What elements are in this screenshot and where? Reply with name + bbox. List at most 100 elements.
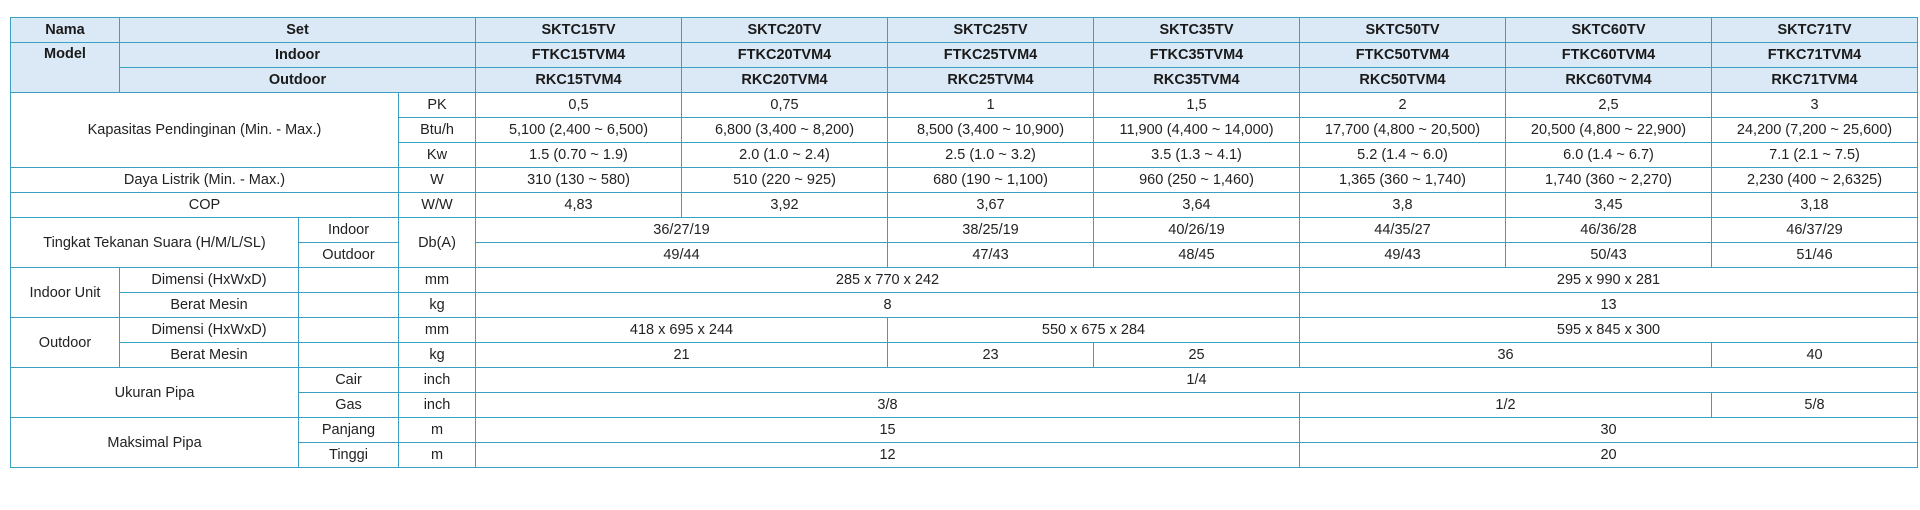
table-cell: Daya Listrik (Min. - Max.) — [10, 167, 399, 193]
table-cell: 510 (220 ~ 925) — [681, 167, 889, 193]
spec-body: Nama Set SKTC15TV SKTC20TV SKTC25TV SKTC35TV S… — [10, 17, 1919, 468]
table-cell: 1/4 — [475, 367, 1919, 393]
table-cell: 20,500 (4,800 ~ 22,900) — [1505, 117, 1713, 143]
table-cell: 12 — [475, 442, 1301, 468]
table-row: Ukuran Pipa Cair inch 1/4 — [10, 367, 1919, 418]
table-cell: 5/8 — [1711, 392, 1919, 418]
header-cell: Model — [10, 42, 120, 93]
table-cell: Tingkat Tekanan Suara (H/M/L/SL) — [10, 217, 299, 268]
header-cell: FTKC60TVM4 — [1505, 42, 1713, 68]
table-cell: 3,64 — [1093, 192, 1301, 218]
table-cell: 285 x 770 x 242 — [475, 267, 1301, 293]
header-cell: Nama — [10, 17, 120, 43]
table-cell: 1.5 (0.70 ~ 1.9) — [475, 142, 683, 168]
table-cell: Kapasitas Pendinginan (Min. - Max.) — [10, 92, 399, 168]
table-cell: W — [397, 167, 477, 193]
table-cell: 38/25/19 — [887, 217, 1095, 243]
table-row: Daya Listrik (Min. - Max.) W 310 (130 ~ 58… — [10, 167, 1919, 193]
header-cell: Indoor — [118, 42, 477, 68]
header-cell: FTKC50TVM4 — [1299, 42, 1507, 68]
table-cell: 51/46 — [1711, 242, 1919, 268]
table-cell: Berat Mesin — [119, 342, 299, 368]
header-cell: SKTC60TV — [1505, 17, 1713, 43]
header-cell: RKC35TVM4 — [1093, 67, 1301, 93]
table-cell: 49/43 — [1299, 242, 1507, 268]
table-cell: inch — [397, 392, 477, 418]
table-cell: Db(A) — [397, 217, 477, 268]
table-cell: 2,230 (400 ~ 2,6325) — [1711, 167, 1919, 193]
table-cell: 418 x 695 x 244 — [475, 317, 889, 343]
table-cell: 36/27/19 — [475, 217, 889, 243]
table-row: Indoor Unit Dimensi (HxWxD) mm 285 x 770 x … — [10, 267, 1919, 318]
table-cell: 15 — [475, 417, 1301, 443]
header-cell: FTKC35TVM4 — [1093, 42, 1301, 68]
table-cell: Dimensi (HxWxD) — [119, 317, 299, 343]
table-cell: kg — [397, 292, 477, 318]
table-cell: m — [397, 442, 477, 468]
table-cell: 3 — [1711, 92, 1919, 118]
table-cell: 1/2 — [1299, 392, 1713, 418]
table-cell: Gas — [298, 392, 399, 418]
table-row: Kapasitas Pendinginan (Min. - Max.) PK 0,5… — [10, 92, 1919, 168]
table-cell: 8 — [475, 292, 1301, 318]
table-cell: 3.5 (1.3 ~ 4.1) — [1093, 142, 1301, 168]
table-cell: Tinggi — [298, 442, 399, 468]
table-row: Tingkat Tekanan Suara (H/M/L/SL) Indoor Db… — [10, 217, 1919, 268]
table-cell: 2 — [1299, 92, 1507, 118]
empty-cell — [298, 342, 399, 368]
header-cell: SKTC15TV — [475, 17, 683, 43]
table-row: Outdoor RKC15TVM4 RKC20TVM4 RKC25TVM4 RKC35T… — [11, 67, 1919, 93]
table-row: Kw 1.5 (0.70 ~ 1.9) 2.0 (1.0 ~ 2.4) 2.5 (1.… — [11, 142, 1919, 168]
header-cell: RKC20TVM4 — [681, 67, 889, 93]
spec-table: Nama Set SKTC15TV SKTC20TV SKTC25TV SKTC35TV S… — [10, 17, 1919, 468]
table-row: Outdoor 49/44 47/43 48/45 49/43 50/43 51/46 — [11, 242, 1919, 268]
table-cell: 17,700 (4,800 ~ 20,500) — [1299, 117, 1507, 143]
table-cell: 4,83 — [475, 192, 683, 218]
header-cell: RKC25TVM4 — [887, 67, 1095, 93]
header-cell: SKTC35TV — [1093, 17, 1301, 43]
table-cell: 8,500 (3,400 ~ 10,900) — [887, 117, 1095, 143]
table-cell: Panjang — [298, 417, 399, 443]
table-cell: 1,5 — [1093, 92, 1301, 118]
table-cell: 24,200 (7,200 ~ 25,600) — [1711, 117, 1919, 143]
table-cell: 3,67 — [887, 192, 1095, 218]
table-cell: 47/43 — [887, 242, 1095, 268]
table-row: Outdoor Dimensi (HxWxD) mm 418 x 695 x 244 5… — [10, 317, 1919, 368]
table-cell: Indoor — [298, 217, 399, 243]
table-cell: 7.1 (2.1 ~ 7.5) — [1711, 142, 1919, 168]
table-row: Berat Mesin kg 8 13 — [11, 292, 1919, 318]
empty-cell — [298, 267, 399, 293]
table-cell: 2.5 (1.0 ~ 3.2) — [887, 142, 1095, 168]
table-cell: 13 — [1299, 292, 1919, 318]
table-cell: 3,8 — [1299, 192, 1507, 218]
table-cell: 40 — [1711, 342, 1919, 368]
table-cell: 0,5 — [475, 92, 683, 118]
table-cell: 5.2 (1.4 ~ 6.0) — [1299, 142, 1507, 168]
table-cell: PK — [397, 92, 477, 118]
empty-cell — [298, 317, 399, 343]
header-cell: RKC15TVM4 — [475, 67, 683, 93]
table-cell: Berat Mesin — [119, 292, 299, 318]
header-cell: SKTC71TV — [1711, 17, 1919, 43]
table-cell: 0,75 — [681, 92, 889, 118]
table-cell: 680 (190 ~ 1,100) — [887, 167, 1095, 193]
table-cell: 50/43 — [1505, 242, 1713, 268]
table-cell: Kw — [397, 142, 477, 168]
header-cell: FTKC71TVM4 — [1711, 42, 1919, 68]
header-cell: SKTC20TV — [681, 17, 889, 43]
header-cell: FTKC15TVM4 — [475, 42, 683, 68]
header-cell: FTKC20TVM4 — [681, 42, 889, 68]
table-row: Nama Set SKTC15TV SKTC20TV SKTC25TV SKTC35TV S… — [10, 17, 1919, 43]
table-row: Btu/h 5,100 (2,400 ~ 6,500) 6,800 (3,400 ~… — [11, 117, 1919, 143]
table-row: Berat Mesin kg 21 23 25 36 40 — [11, 342, 1919, 368]
table-cell: 36 — [1299, 342, 1713, 368]
table-row: COP W/W 4,83 3,92 3,67 3,64 3,8 3,45 3,18 — [10, 192, 1919, 218]
table-cell: 2.0 (1.0 ~ 2.4) — [681, 142, 889, 168]
table-cell: 46/37/29 — [1711, 217, 1919, 243]
header-cell: FTKC25TVM4 — [887, 42, 1095, 68]
table-cell: Indoor Unit — [10, 267, 120, 318]
table-cell: 49/44 — [475, 242, 889, 268]
header-cell: Outdoor — [118, 67, 477, 93]
table-cell: 1,740 (360 ~ 2,270) — [1505, 167, 1713, 193]
